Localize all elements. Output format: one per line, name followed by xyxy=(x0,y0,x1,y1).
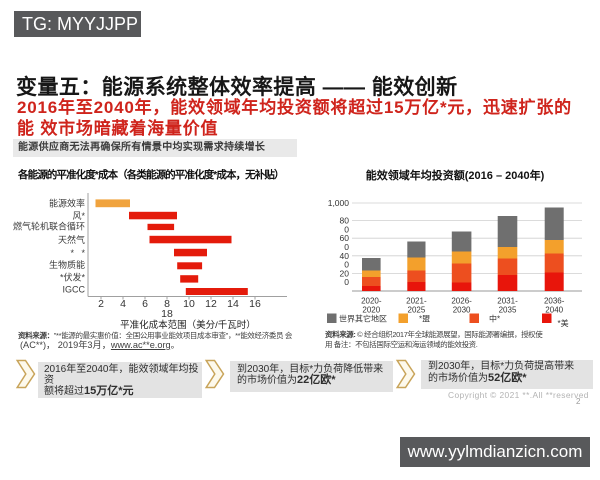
svg-text:2026-: 2026- xyxy=(451,297,472,306)
svg-text:0: 0 xyxy=(344,242,349,252)
svg-text:16: 16 xyxy=(249,298,261,310)
svg-text:20: 20 xyxy=(340,268,350,278)
svg-text:40: 40 xyxy=(340,251,350,261)
svg-text:能源效率: 能源效率 xyxy=(49,198,85,209)
svg-text:0: 0 xyxy=(344,224,349,234)
svg-text:2: 2 xyxy=(98,298,104,310)
svg-text:*美: *美 xyxy=(558,318,569,328)
svg-text:2030: 2030 xyxy=(453,306,471,315)
svg-text:0: 0 xyxy=(344,277,349,287)
svg-text:中*: 中* xyxy=(489,314,500,324)
svg-text:燃气轮机联合循环: 燃气轮机联合循环 xyxy=(13,221,85,232)
svg-text:12: 12 xyxy=(205,298,217,310)
svg-text:*伏发*: *伏发* xyxy=(60,271,86,282)
svg-text:天然气: 天然气 xyxy=(58,234,85,245)
svg-text:2020: 2020 xyxy=(362,306,380,315)
svg-text:4: 4 xyxy=(120,298,126,310)
svg-text:2040: 2040 xyxy=(545,306,563,315)
svg-text:60: 60 xyxy=(340,233,350,243)
svg-text:14: 14 xyxy=(227,298,239,310)
svg-text:平准化成本范围（美分/千瓦时）: 平准化成本范围（美分/千瓦时） xyxy=(120,319,256,331)
svg-text:18: 18 xyxy=(161,308,173,320)
svg-text:* *: * * xyxy=(70,248,85,258)
svg-text:2036-: 2036- xyxy=(544,297,565,306)
svg-text:80: 80 xyxy=(340,216,350,226)
svg-text:IGCC: IGCC xyxy=(63,285,86,295)
svg-text:8: 8 xyxy=(164,298,170,310)
svg-text:2020-: 2020- xyxy=(361,297,382,306)
svg-text:10: 10 xyxy=(183,298,195,310)
svg-text:1,000: 1,000 xyxy=(328,198,350,208)
svg-text:风*: 风* xyxy=(72,211,85,221)
svg-text:2031-: 2031- xyxy=(497,297,518,306)
svg-text:2035: 2035 xyxy=(499,306,517,315)
svg-text:2021-: 2021- xyxy=(406,297,427,306)
svg-text:0: 0 xyxy=(344,260,349,270)
svg-text:生物质能: 生物质能 xyxy=(49,259,85,270)
svg-text:2025: 2025 xyxy=(408,306,426,315)
svg-text:世界其它地区: 世界其它地区 xyxy=(339,314,387,324)
svg-text:*盟: *盟 xyxy=(419,315,430,324)
svg-text:6: 6 xyxy=(142,298,148,310)
